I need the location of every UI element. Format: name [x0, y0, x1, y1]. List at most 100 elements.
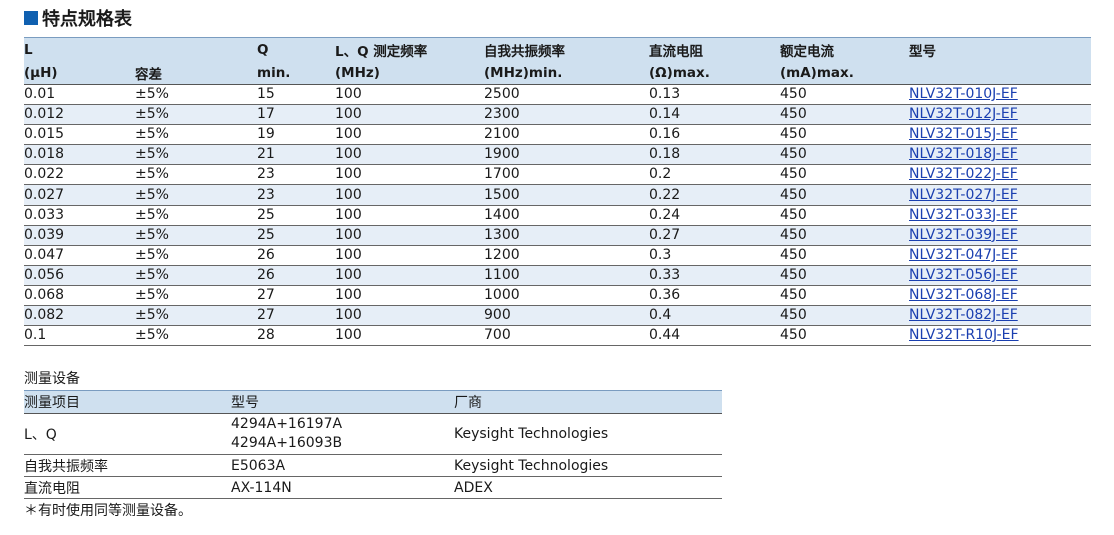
equipment-header-row: 测量项目 型号 厂商: [24, 390, 722, 414]
part-number-link[interactable]: NLV32T-R10J-EF: [909, 327, 1019, 344]
dc-resistance-cell: 0.14: [649, 104, 780, 126]
model-line: 4294A+16197A: [231, 416, 343, 432]
test-frequency-cell: 100: [335, 225, 484, 246]
rated-current-cell: 450: [780, 144, 909, 166]
q-min-cell: 21: [257, 144, 335, 166]
test-frequency-cell: 100: [335, 245, 484, 266]
dc-resistance-cell: 0.13: [649, 84, 780, 106]
test-frequency-cell: 100: [335, 164, 484, 186]
spec-row: 0.082 ±5% 27 100 900 0.4 450 NLV32T-082J-EF: [24, 305, 1091, 327]
section-title-text: 特点规格表: [42, 9, 132, 30]
spec-row: 0.018 ±5% 21 100 1900 0.18 450 NLV32T-018J-EF: [24, 144, 1091, 166]
unit-header-tolerance: 容差: [135, 62, 257, 85]
model-cell: E5063A: [231, 454, 454, 477]
spec-table-body: 0.01 ±5% 15 100 2500 0.13 450 NLV32T-010J-EF 0.0…: [24, 84, 1091, 347]
part-number-link[interactable]: NLV32T-056J-EF: [909, 266, 1018, 283]
part-number-cell: NLV32T-015J-EF: [909, 124, 1091, 146]
tolerance-cell: ±5%: [135, 285, 257, 307]
part-number-link[interactable]: NLV32T-039J-EF: [909, 226, 1018, 243]
unit-header-part-number: [909, 62, 1091, 85]
manufacturer-cell: Keysight Technologies: [454, 454, 722, 477]
header-rated-current: 额定电流: [780, 37, 909, 62]
q-min-cell: 25: [257, 225, 335, 246]
rated-current-cell: 450: [780, 305, 909, 327]
test-frequency-cell: 100: [335, 265, 484, 286]
srf-cell: 1300: [484, 225, 649, 246]
header-test-frequency: L、Q 测定频率: [335, 37, 484, 62]
header-srf: 自我共振频率: [484, 37, 649, 62]
dc-resistance-cell: 0.18: [649, 144, 780, 166]
tolerance-cell: ±5%: [135, 184, 257, 206]
part-number-link[interactable]: NLV32T-015J-EF: [909, 126, 1018, 143]
tolerance-cell: ±5%: [135, 104, 257, 126]
part-number-link[interactable]: NLV32T-047J-EF: [909, 246, 1018, 263]
part-number-link[interactable]: NLV32T-022J-EF: [909, 166, 1018, 183]
spec-row: 0.039 ±5% 25 100 1300 0.27 450 NLV32T-039J-EF: [24, 225, 1091, 246]
q-min-cell: 25: [257, 205, 335, 226]
test-frequency-cell: 100: [335, 124, 484, 146]
srf-cell: 1700: [484, 164, 649, 186]
model-line: E5063A: [231, 457, 286, 474]
tolerance-cell: ±5%: [135, 84, 257, 106]
dc-resistance-cell: 0.16: [649, 124, 780, 146]
q-min-cell: 27: [257, 285, 335, 307]
tolerance-cell: ±5%: [135, 245, 257, 266]
srf-cell: 1000: [484, 285, 649, 307]
part-number-link[interactable]: NLV32T-068J-EF: [909, 286, 1018, 303]
test-frequency-cell: 100: [335, 104, 484, 126]
spec-row: 0.068 ±5% 27 100 1000 0.36 450 NLV32T-068J-EF: [24, 285, 1091, 307]
part-number-cell: NLV32T-039J-EF: [909, 225, 1091, 246]
part-number-cell: NLV32T-010J-EF: [909, 84, 1091, 106]
rated-current-cell: 450: [780, 124, 909, 146]
inductance-cell: 0.068: [24, 285, 135, 307]
model-line: AX-114N: [231, 479, 292, 496]
part-number-link[interactable]: NLV32T-033J-EF: [909, 206, 1018, 223]
q-min-cell: 15: [257, 84, 335, 106]
equipment-table-body: L、Q 4294A+16197A 4294A+16093B Keysight Tech…: [24, 413, 722, 499]
equipment-row: 直流电阻 AX-114N ADEX: [24, 476, 722, 499]
rated-current-cell: 450: [780, 205, 909, 226]
rated-current-cell: 450: [780, 225, 909, 246]
test-frequency-cell: 100: [335, 205, 484, 226]
test-frequency-cell: 100: [335, 84, 484, 106]
equipment-row: L、Q 4294A+16197A 4294A+16093B Keysight Tech…: [24, 413, 722, 455]
srf-cell: 2100: [484, 124, 649, 146]
srf-cell: 900: [484, 305, 649, 327]
part-number-link[interactable]: NLV32T-018J-EF: [909, 146, 1018, 163]
spec-row: 0.01 ±5% 15 100 2500 0.13 450 NLV32T-010J-EF: [24, 84, 1091, 106]
rated-current-cell: 450: [780, 325, 909, 347]
dc-resistance-cell: 0.27: [649, 225, 780, 246]
q-min-cell: 27: [257, 305, 335, 327]
header-tolerance: [135, 37, 257, 62]
measurement-item-cell: 自我共振频率: [24, 454, 231, 477]
test-frequency-cell: 100: [335, 285, 484, 307]
tolerance-cell: ±5%: [135, 305, 257, 327]
dc-resistance-cell: 0.44: [649, 325, 780, 347]
measurement-item-cell: 直流电阻: [24, 476, 231, 499]
inductance-cell: 0.018: [24, 144, 135, 166]
dc-resistance-cell: 0.3: [649, 245, 780, 266]
q-min-cell: 17: [257, 104, 335, 126]
spec-row: 0.047 ±5% 26 100 1200 0.3 450 NLV32T-047J-EF: [24, 245, 1091, 266]
unit-header-inductance: (μH): [24, 62, 135, 85]
part-number-link[interactable]: NLV32T-012J-EF: [909, 106, 1018, 123]
spec-row: 0.033 ±5% 25 100 1400 0.24 450 NLV32T-033J-EF: [24, 205, 1091, 226]
unit-header-rated-current: (mA)max.: [780, 62, 909, 85]
inductance-cell: 0.056: [24, 265, 135, 286]
equipment-table: 测量项目 型号 厂商 L、Q 4294A+16197A 4294A+16093B Keys…: [24, 390, 722, 499]
test-frequency-cell: 100: [335, 184, 484, 206]
spec-row: 0.012 ±5% 17 100 2300 0.14 450 NLV32T-012J-EF: [24, 104, 1091, 126]
header-inductance: L: [24, 37, 135, 62]
spec-row: 0.015 ±5% 19 100 2100 0.16 450 NLV32T-015J-EF: [24, 124, 1091, 146]
part-number-link[interactable]: NLV32T-082J-EF: [909, 307, 1018, 324]
srf-cell: 1100: [484, 265, 649, 286]
rated-current-cell: 450: [780, 285, 909, 307]
inductance-cell: 0.047: [24, 245, 135, 266]
dc-resistance-cell: 0.22: [649, 184, 780, 206]
srf-cell: 1500: [484, 184, 649, 206]
inductance-cell: 0.033: [24, 205, 135, 226]
model-cell: 4294A+16197A 4294A+16093B: [231, 413, 454, 455]
part-number-link[interactable]: NLV32T-010J-EF: [909, 86, 1018, 103]
part-number-link[interactable]: NLV32T-027J-EF: [909, 186, 1018, 203]
srf-cell: 1900: [484, 144, 649, 166]
